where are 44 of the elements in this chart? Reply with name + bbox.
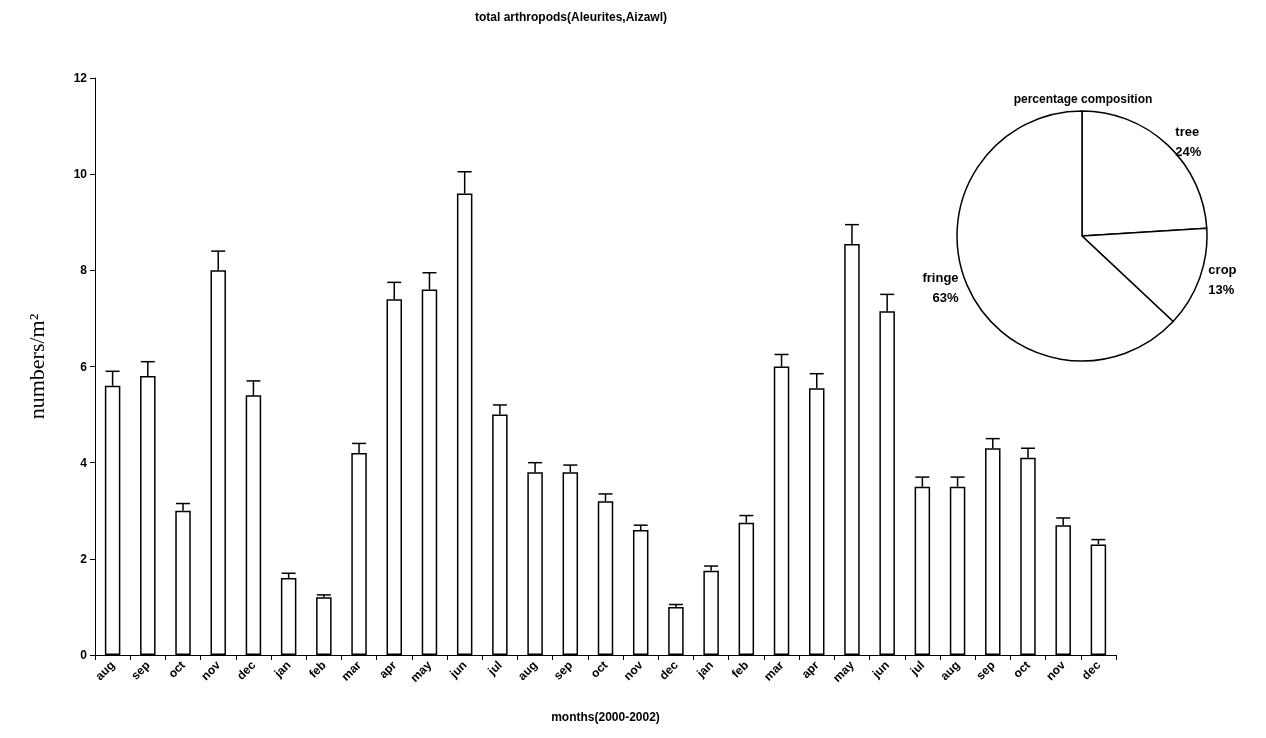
y-axis-title: numbers/m² — [23, 313, 49, 420]
x-tick-label: nov — [198, 657, 224, 684]
x-tick-label: apr — [798, 657, 822, 682]
x-tick-label: sep — [973, 658, 998, 683]
x-tick-label: oct — [587, 658, 611, 681]
x-tick-label: mar — [338, 657, 365, 684]
x-tick-label: nov — [1043, 657, 1069, 684]
y-tick-label: 6 — [80, 359, 88, 374]
x-tick-label: jan — [270, 658, 294, 681]
x-tick-label: aug — [937, 658, 963, 684]
data-label: 63% — [932, 289, 960, 305]
data-label: 24% — [1175, 144, 1202, 160]
slice-label: fringe — [922, 269, 959, 285]
y-tick-label: 4 — [80, 455, 88, 470]
x-tick-label: dec — [233, 657, 259, 683]
x-tick-label: mar — [761, 657, 787, 684]
y-tick-label: 2 — [80, 551, 88, 566]
y-tick-label: 12 — [73, 71, 88, 85]
x-tick-label: oct — [165, 658, 188, 681]
x-tick-label: jun — [446, 658, 470, 682]
x-tick-label: jun — [868, 658, 893, 682]
chart-title: percentage composition — [1013, 92, 1153, 106]
x-tick-label: oct — [1010, 658, 1033, 681]
x-tick-label: dec — [656, 657, 682, 683]
x-axis-title: months(2000-2002) — [551, 710, 660, 724]
x-tick-label: sep — [128, 658, 153, 683]
x-tick-label: nov — [620, 657, 646, 684]
x-tick-label: jul — [906, 658, 928, 679]
y-tick-label: 0 — [80, 648, 88, 662]
x-tick-label: feb — [728, 658, 752, 681]
x-tick-label: aug — [92, 658, 118, 684]
x-tick-label: sep — [550, 658, 576, 683]
y-tick-label: 8 — [80, 263, 88, 278]
x-tick-label: jan — [693, 658, 717, 681]
slice-label: crop — [1208, 262, 1237, 278]
chart-title: total arthropods(Aleurites,Aizawl) — [475, 10, 668, 24]
slice-label: tree — [1175, 124, 1200, 140]
data-label: 13% — [1208, 282, 1235, 298]
x-tick-label: dec — [1078, 657, 1104, 683]
x-tick-label: jul — [484, 658, 505, 679]
x-tick-label: apr — [376, 657, 400, 682]
x-tick-label: aug — [515, 658, 541, 684]
x-tick-label: feb — [306, 658, 329, 681]
y-tick-label: 10 — [73, 167, 88, 182]
